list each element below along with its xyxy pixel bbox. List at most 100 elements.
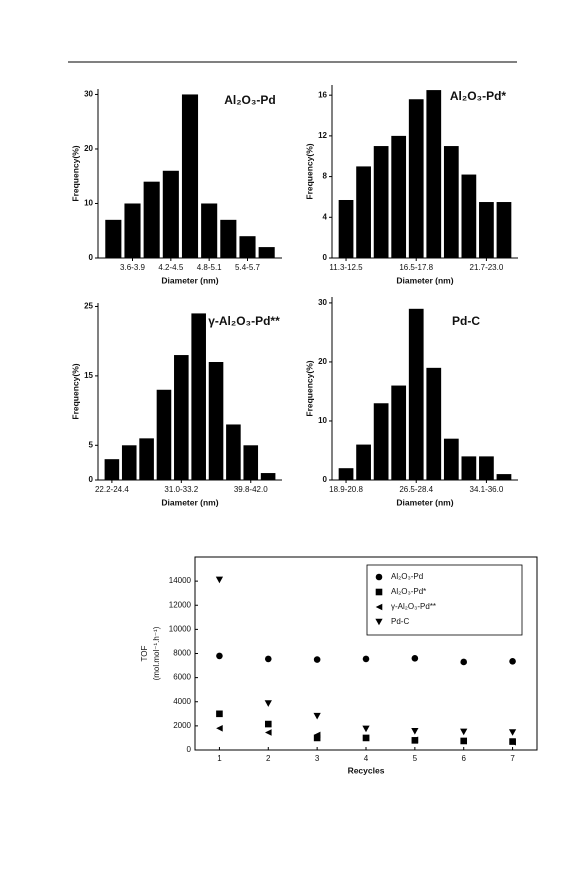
x-tick-label: 34.1-36.0 (470, 485, 504, 494)
x-tick-label: 7 (510, 754, 515, 763)
bar (143, 181, 160, 258)
y-tick-label: 10000 (169, 624, 192, 633)
x-tick-label: 18.9-20.8 (329, 485, 363, 494)
marker (264, 700, 272, 707)
bar (181, 94, 199, 258)
chart-title: Pd-C (452, 314, 480, 328)
x-tick-label: 4.8-5.1 (197, 263, 222, 272)
y-tick-label: 20 (318, 357, 327, 366)
bar (496, 474, 512, 480)
chart-title: γ-Al₂O₃-Pd** (208, 314, 280, 328)
y-tick-label: 10 (318, 416, 327, 425)
bar (443, 438, 459, 480)
marker (411, 655, 419, 662)
bar (373, 403, 389, 480)
y-tick-label: 0 (323, 253, 328, 262)
bar (373, 146, 389, 258)
bar (258, 247, 275, 258)
bar (156, 389, 172, 480)
marker (313, 731, 321, 739)
y-tick-label: 0 (323, 475, 328, 484)
marker (216, 652, 223, 660)
bar (208, 362, 224, 480)
bar (391, 135, 407, 258)
plot-frame (194, 556, 538, 751)
x-tick-label: 21.7-23.0 (470, 263, 504, 272)
marker (216, 710, 223, 718)
bar (443, 146, 459, 258)
x-tick-label: 6 (461, 754, 466, 763)
marker (460, 737, 468, 745)
bar (426, 367, 442, 480)
bar (201, 203, 218, 258)
x-tick-label: 2 (266, 754, 271, 763)
x-tick-label: 39.8-42.0 (234, 485, 268, 494)
y-tick-label: 20 (84, 144, 93, 153)
y-tick-label: 25 (84, 302, 93, 311)
y-tick-label: 0 (187, 745, 192, 754)
bar (479, 202, 494, 258)
marker (362, 734, 370, 742)
x-tick-label: 5.4-5.7 (235, 263, 260, 272)
bar (239, 236, 256, 258)
y-tick-label: 0 (89, 253, 94, 262)
marker (508, 729, 517, 736)
marker (215, 576, 224, 584)
legend-label: Al₂O₃-Pd (391, 572, 423, 581)
x-tick-label: 4 (364, 754, 369, 763)
marker (509, 658, 516, 665)
x-axis-label: Recycles (348, 765, 385, 775)
bar (338, 199, 354, 258)
bar (260, 473, 276, 480)
y-tick-label: 6000 (173, 673, 191, 682)
marker (375, 603, 383, 611)
marker (313, 734, 321, 742)
y-tick-label: 12000 (169, 600, 192, 609)
bar (426, 90, 442, 259)
chart-title: Al₂O₃-Pd* (450, 89, 507, 103)
bar (338, 468, 354, 480)
marker (362, 655, 370, 663)
bar (408, 308, 424, 480)
bar (226, 424, 241, 480)
bar (461, 456, 477, 480)
marker (460, 728, 468, 736)
y-axis-label: Frequency(%) (304, 143, 314, 199)
y-tick-label: 8000 (173, 649, 191, 658)
bar (121, 445, 137, 480)
x-tick-label: 5 (413, 754, 418, 763)
bar (162, 170, 179, 258)
marker (264, 729, 272, 736)
y-tick-label: 12 (318, 131, 327, 140)
marker (509, 738, 516, 746)
y-tick-label: 16 (318, 90, 327, 99)
marker (313, 712, 321, 720)
x-axis-label: Diameter (nm) (396, 497, 453, 507)
bar (124, 203, 141, 258)
marker (216, 724, 223, 732)
bar (408, 99, 424, 258)
x-axis-label: Diameter (nm) (396, 275, 453, 285)
bar (356, 444, 371, 480)
y-tick-label: 0 (89, 475, 94, 484)
marker (264, 655, 272, 663)
bar (496, 202, 512, 258)
y-axis-label: TOF (140, 645, 149, 661)
y-tick-label: 2000 (173, 721, 191, 730)
marker (362, 725, 370, 733)
x-tick-label: 3.6-3.9 (120, 263, 145, 272)
bar (391, 385, 407, 480)
x-tick-label: 3 (315, 754, 320, 763)
marker (411, 736, 419, 744)
x-tick-label: 22.2-24.4 (95, 485, 129, 494)
bar (174, 355, 189, 480)
x-axis-label: Diameter (nm) (161, 275, 218, 285)
y-tick-label: 30 (84, 90, 93, 99)
bar (461, 174, 477, 258)
y-axis-label: Frequency(%) (70, 145, 80, 201)
bar (105, 219, 122, 258)
y-tick-label: 4000 (173, 697, 191, 706)
y-tick-label: 8 (323, 172, 328, 181)
y-tick-label: 5 (89, 440, 94, 449)
